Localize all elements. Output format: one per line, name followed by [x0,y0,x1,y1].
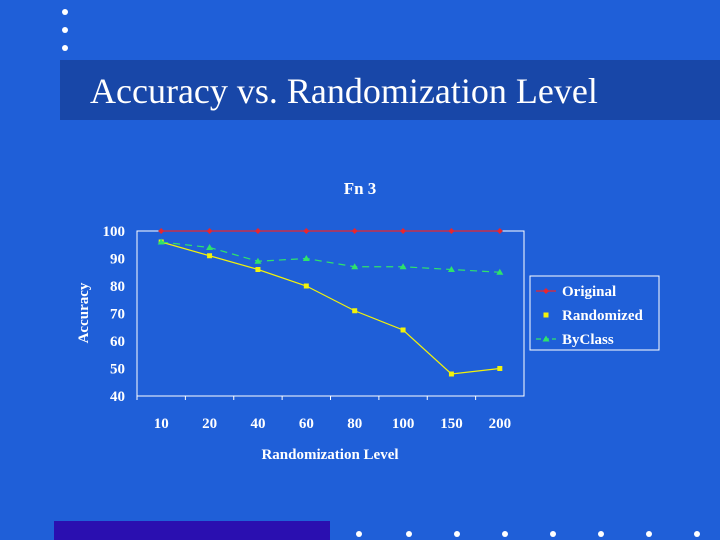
y-axis: 100 90 80 70 60 50 40 [103,224,126,405]
data-point-randomized [400,327,406,333]
x-axis-label: Randomization Level [261,447,398,463]
chart-title: Fn 3 [344,179,377,198]
data-point-byclass [496,268,504,275]
x-tick-label: 20 [202,416,217,432]
data-point-randomized [255,267,261,272]
data-point-original [496,228,503,234]
slide-title: Accuracy vs. Randomization Level [90,71,598,111]
x-tick-label: 40 [250,416,265,432]
y-tick-label: 60 [110,334,125,350]
x-tick-label: 10 [154,416,169,432]
x-tick-label: 150 [440,416,463,432]
data-point-original [303,228,310,234]
data-point-byclass [399,263,407,270]
data-point-byclass [206,244,214,250]
x-tick-label: 200 [489,416,512,432]
legend-marker-randomized [543,312,549,318]
x-axis: 10 20 40 60 80 100 150 200 [136,230,525,432]
decorative-dot [62,27,68,33]
x-tick-label: 80 [347,416,362,432]
data-point-original [351,228,358,234]
decorative-dot [406,531,412,537]
data-point-byclass [447,266,455,272]
decorative-dot [694,531,700,537]
decorative-dot [646,531,652,537]
data-point-randomized [448,371,454,377]
data-point-byclass [157,238,165,245]
legend-label-original: Original [562,284,616,300]
data-point-randomized [303,283,309,289]
data-point-original [206,228,213,234]
y-tick-label: 90 [110,252,125,268]
decorative-dot [502,531,508,537]
legend-label-randomized: Randomized [562,308,643,324]
y-tick-label: 80 [110,279,125,295]
data-point-byclass [351,263,359,270]
data-point-original [400,228,407,234]
y-axis-label: Accuracy [76,282,92,343]
legend-marker-byclass [542,335,550,342]
data-point-randomized [497,366,503,371]
data-point-original [254,228,261,234]
legend-box [529,275,660,351]
decorative-dot [62,9,68,15]
data-point-randomized [207,253,213,259]
legend: Original Randomized ByClass [529,275,660,351]
data-point-byclass [254,257,262,264]
title-band [60,60,720,120]
decorative-dot [356,531,362,537]
footer-bar [54,521,330,540]
series-line-byclass [161,241,500,273]
decorative-dot [598,531,604,537]
data-point-original [448,228,455,234]
y-tick-label: 50 [110,362,125,378]
y-tick-label: 40 [110,389,125,405]
data-point-byclass [302,255,310,261]
decorative-dot [550,531,556,537]
y-tick-label: 100 [103,224,126,240]
legend-label-byclass: ByClass [562,332,614,348]
plot-frame [136,230,525,397]
data-point-randomized [352,308,358,314]
series-line-randomized [161,241,500,375]
decorative-dot [454,531,460,537]
data-point-original [158,228,165,234]
series-lines [157,228,504,377]
decorative-dot [62,45,68,51]
x-tick-label: 60 [299,416,314,432]
x-tick-label: 100 [392,416,415,432]
legend-marker-original [543,288,549,294]
y-tick-label: 70 [110,307,125,323]
